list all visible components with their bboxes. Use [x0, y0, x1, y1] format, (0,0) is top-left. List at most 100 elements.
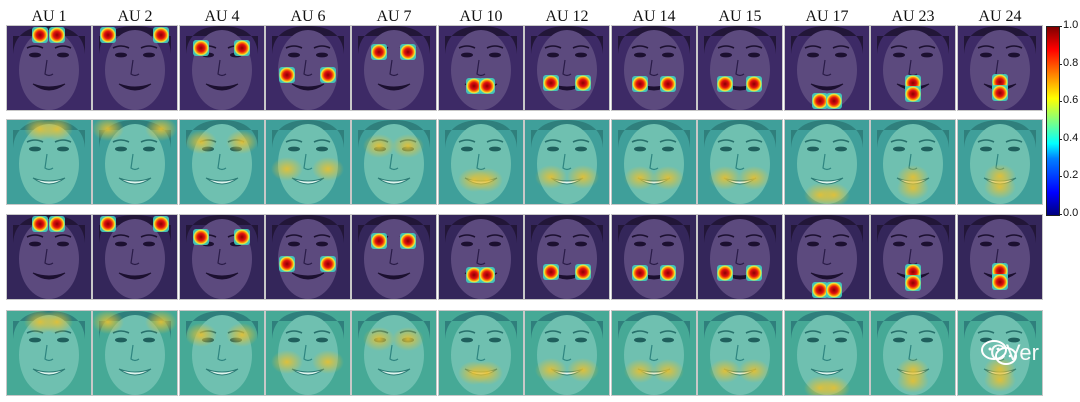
eye-shape: [720, 146, 732, 152]
nose-shape: [130, 248, 140, 266]
au-heatmap-tile: [352, 26, 436, 110]
nose-shape: [44, 344, 54, 362]
heat-spot: [100, 216, 116, 232]
column-header: AU 14: [632, 8, 676, 25]
eyebrow-shape: [631, 45, 649, 49]
au-heatmap-tile: [93, 215, 177, 299]
eyebrow-shape: [458, 234, 476, 238]
soft-attention-spot: [709, 359, 741, 383]
eye-shape: [662, 337, 674, 343]
mouth-shape: [291, 272, 325, 280]
mouth-shape: [118, 177, 152, 185]
eye-shape: [921, 52, 933, 58]
face-shape: [278, 30, 338, 110]
au-attention-tile: [958, 120, 1042, 204]
colorbar-tick-mark: [1059, 214, 1062, 215]
eyebrow-shape: [572, 139, 590, 143]
hair-shape: [445, 120, 517, 148]
heat-spot: [49, 27, 65, 43]
hair-shape: [272, 311, 344, 339]
face-shape: [624, 315, 684, 395]
eye-shape: [57, 337, 69, 343]
eye-shape: [575, 337, 587, 343]
column-header: AU 23: [891, 8, 935, 25]
eye-shape: [115, 241, 127, 247]
eye-shape: [547, 146, 559, 152]
eyebrow-shape: [140, 45, 158, 49]
eye-shape: [893, 52, 905, 58]
eye-shape: [143, 241, 155, 247]
face-shape: [970, 315, 1030, 395]
soft-attention-spot: [185, 130, 217, 154]
eyebrow-shape: [745, 139, 763, 143]
face-shape: [451, 219, 511, 299]
hair-shape: [531, 120, 603, 148]
eyebrow-shape: [486, 45, 504, 49]
hair-shape: [618, 311, 690, 339]
colorbar-tick-mark: [1059, 138, 1062, 140]
heat-spot: [575, 264, 591, 280]
soft-attention-spot: [271, 157, 303, 181]
au-attention-tile: [7, 311, 91, 395]
column-header: AU 7: [376, 8, 412, 25]
heat-spot: [234, 229, 250, 245]
face-shape: [105, 315, 165, 395]
heat-spot: [717, 265, 733, 281]
eyebrow-shape: [832, 139, 850, 143]
eyebrow-shape: [659, 139, 677, 143]
heat-spot: [479, 267, 495, 283]
soft-attention-spot: [818, 376, 850, 395]
eye-shape: [115, 52, 127, 58]
au-heatmap-tile: [439, 26, 523, 110]
soft-attention-spot: [652, 166, 684, 190]
colorbar-tick-mark: [1059, 26, 1062, 27]
heat-spot: [466, 267, 482, 283]
soft-attention-spot: [624, 166, 656, 190]
nose-shape: [303, 344, 313, 362]
colorbar-tick-label: 0.2: [1063, 169, 1079, 182]
soft-attention-spot: [471, 168, 503, 192]
mouth-shape: [32, 368, 66, 376]
nose-shape: [649, 248, 659, 266]
nose-shape: [303, 153, 313, 171]
face-shape: [19, 219, 79, 299]
eye-shape: [461, 146, 473, 152]
eye-shape: [807, 241, 819, 247]
hair-shape: [791, 120, 863, 148]
eye-shape: [835, 146, 847, 152]
eye-shape: [893, 337, 905, 343]
eye-shape: [720, 241, 732, 247]
eye-shape: [489, 146, 501, 152]
colorbar: [1046, 26, 1060, 216]
eyebrow-shape: [717, 234, 735, 238]
heat-spot: [49, 216, 65, 232]
face-shape: [105, 30, 165, 110]
eyebrow-shape: [717, 139, 735, 143]
nose-shape: [562, 153, 572, 171]
eyebrow-shape: [54, 45, 72, 49]
face-shape: [19, 124, 79, 204]
eyebrow-shape: [745, 330, 763, 334]
soft-attention-spot: [41, 120, 73, 141]
eye-shape: [748, 241, 760, 247]
eyebrow-shape: [918, 139, 936, 143]
nose-shape: [389, 153, 399, 171]
nose-shape: [130, 344, 140, 362]
column-header: AU 1: [31, 8, 67, 25]
heat-spot: [193, 229, 209, 245]
mouth-shape: [205, 177, 239, 185]
eyebrow-shape: [804, 139, 822, 143]
column-header: AU 10: [459, 8, 503, 25]
soft-attention-spot: [145, 120, 177, 141]
heat-spot: [660, 76, 676, 92]
eyebrow-shape: [112, 234, 130, 238]
eye-shape: [575, 241, 587, 247]
au-attention-tile: [352, 120, 436, 204]
soft-attention-spot: [567, 165, 599, 189]
nose-shape: [822, 153, 832, 171]
nose-shape: [44, 59, 54, 77]
eyebrow-shape: [572, 234, 590, 238]
face-shape: [19, 315, 79, 395]
hair-shape: [704, 215, 776, 243]
